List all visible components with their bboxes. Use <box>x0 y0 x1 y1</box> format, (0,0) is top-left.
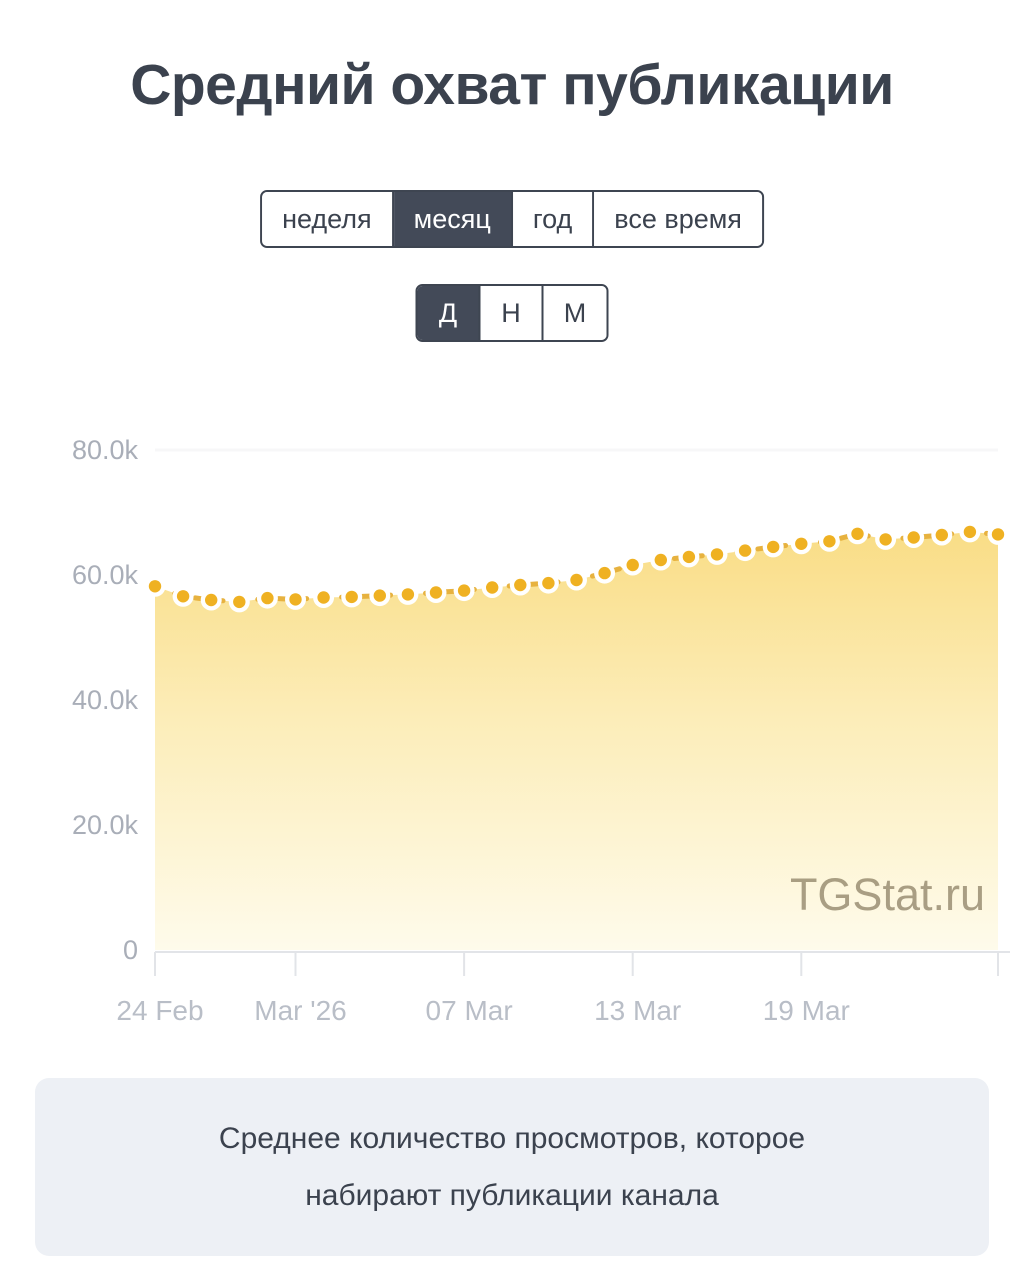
chart-data-point[interactable] <box>313 587 335 608</box>
chart-data-point[interactable] <box>594 562 616 584</box>
data-point-dot <box>767 540 780 554</box>
granularity-option-month[interactable]: М <box>543 286 607 340</box>
data-point-dot <box>991 528 1005 541</box>
chart-data-point[interactable] <box>678 546 700 568</box>
data-point-dot <box>317 591 330 604</box>
data-point-dot <box>682 550 696 564</box>
data-point-dot <box>429 586 443 599</box>
chart-data-point[interactable] <box>622 554 644 576</box>
chart-data-point[interactable] <box>959 521 981 543</box>
y-axis-tick-label: 40.0k <box>72 685 139 715</box>
chart-data-point[interactable] <box>566 569 587 591</box>
data-point-dot <box>233 595 246 609</box>
data-point-dot <box>654 553 667 567</box>
data-point-dot <box>879 533 892 546</box>
chart-data-point[interactable] <box>397 583 419 605</box>
chart-data-point[interactable] <box>537 572 559 594</box>
x-axis-tick-label: 24 Feb <box>116 995 203 1026</box>
data-point-dot <box>935 528 948 542</box>
chart-data-point[interactable] <box>285 588 306 610</box>
data-point-dot <box>289 593 302 606</box>
chart-data-point[interactable] <box>903 527 925 548</box>
chart-data-point[interactable] <box>650 549 672 571</box>
chart-data-point[interactable] <box>847 523 868 545</box>
x-axis-labels: 24 Feb Mar '26 07 Mar 13 Mar 19 Mar <box>116 995 849 1026</box>
granularity-toggle[interactable]: Д Н М <box>415 284 609 342</box>
chart-data-point[interactable] <box>734 540 756 562</box>
data-point-dot <box>345 590 358 604</box>
y-axis-tick-label: 80.0k <box>72 435 139 465</box>
chart-data-point[interactable] <box>256 587 278 609</box>
chart-area-fill <box>155 531 998 950</box>
data-point-dot <box>176 590 190 603</box>
chart-data-point[interactable] <box>987 523 1009 545</box>
data-point-dot <box>261 591 274 605</box>
data-point-dot <box>205 593 218 607</box>
chart-description-line-2: набирают публикации канала <box>305 1179 719 1212</box>
chart-data-point[interactable] <box>144 575 166 597</box>
chart-data-point[interactable] <box>509 574 531 596</box>
period-option-week[interactable]: неделя <box>262 192 394 246</box>
period-option-month[interactable]: месяц <box>393 192 513 246</box>
data-point-dot <box>626 558 639 572</box>
chart-description-line-1: Среднее количество просмотров, которое <box>218 1122 806 1155</box>
y-axis-tick-label: 20.0k <box>72 810 139 840</box>
data-point-dot <box>963 525 977 539</box>
y-axis-tick-label: 60.0k <box>72 560 139 590</box>
chart-data-point[interactable] <box>200 589 222 611</box>
x-axis-tick-label: Mar '26 <box>254 995 347 1026</box>
data-point-dot <box>486 581 499 594</box>
data-point-dot <box>401 588 415 601</box>
chart-data-point[interactable] <box>818 530 840 552</box>
data-point-dot <box>907 531 920 544</box>
chart-svg: 80.0k 60.0k 40.0k 20.0k 0 TGStat.ru 24 Feb Ma… <box>72 435 1010 1026</box>
data-point-dot <box>795 537 808 550</box>
chart-data-point[interactable] <box>228 591 250 613</box>
granularity-option-day[interactable]: Д <box>417 286 481 340</box>
page-title: Средний охват публикации <box>130 53 894 117</box>
data-point-dot <box>542 576 555 590</box>
chart-data-point[interactable] <box>762 536 784 558</box>
x-axis-tick-label: 13 Mar <box>594 995 681 1026</box>
data-point-dot <box>457 584 471 597</box>
chart-data-point[interactable] <box>481 577 503 598</box>
period-option-all-time[interactable]: все время <box>594 192 762 246</box>
chart-data-point[interactable] <box>790 533 812 555</box>
chart-data-markers[interactable] <box>144 521 1009 613</box>
chart-description-box: Среднее количество просмотров, которое н… <box>35 1078 989 1256</box>
average-reach-chart[interactable]: 80.0k 60.0k 40.0k 20.0k 0 TGStat.ru 24 Feb Ma… <box>0 420 1024 1050</box>
chart-data-point[interactable] <box>425 582 447 603</box>
data-point-dot <box>373 589 386 602</box>
data-point-dot <box>514 578 527 592</box>
data-point-dot <box>710 548 724 561</box>
chart-data-point[interactable] <box>172 585 194 607</box>
chart-data-point[interactable] <box>931 524 953 546</box>
chart-data-point[interactable] <box>453 580 475 602</box>
data-point-dot <box>851 527 864 540</box>
chart-data-point[interactable] <box>706 543 728 565</box>
y-axis-labels: 80.0k 60.0k 40.0k 20.0k 0 <box>72 435 139 965</box>
data-point-dot <box>738 544 752 557</box>
data-point-dot <box>823 535 836 548</box>
x-axis-tick-label: 07 Mar <box>426 995 513 1026</box>
watermark-label: TGStat.ru <box>790 869 985 920</box>
chart-data-point[interactable] <box>875 528 897 550</box>
x-axis-tick-label: 19 Mar <box>763 995 850 1026</box>
chart-data-point[interactable] <box>341 586 363 608</box>
granularity-option-week[interactable]: Н <box>480 286 544 340</box>
x-axis-ticks <box>154 952 999 976</box>
data-point-dot <box>598 566 611 580</box>
y-axis-tick-label: 0 <box>123 935 138 965</box>
period-option-year[interactable]: год <box>512 192 595 246</box>
data-point-dot <box>570 573 583 587</box>
period-range-toggle[interactable]: неделя месяц год все время <box>260 190 764 248</box>
data-point-dot <box>148 580 162 593</box>
chart-data-point[interactable] <box>369 585 391 607</box>
